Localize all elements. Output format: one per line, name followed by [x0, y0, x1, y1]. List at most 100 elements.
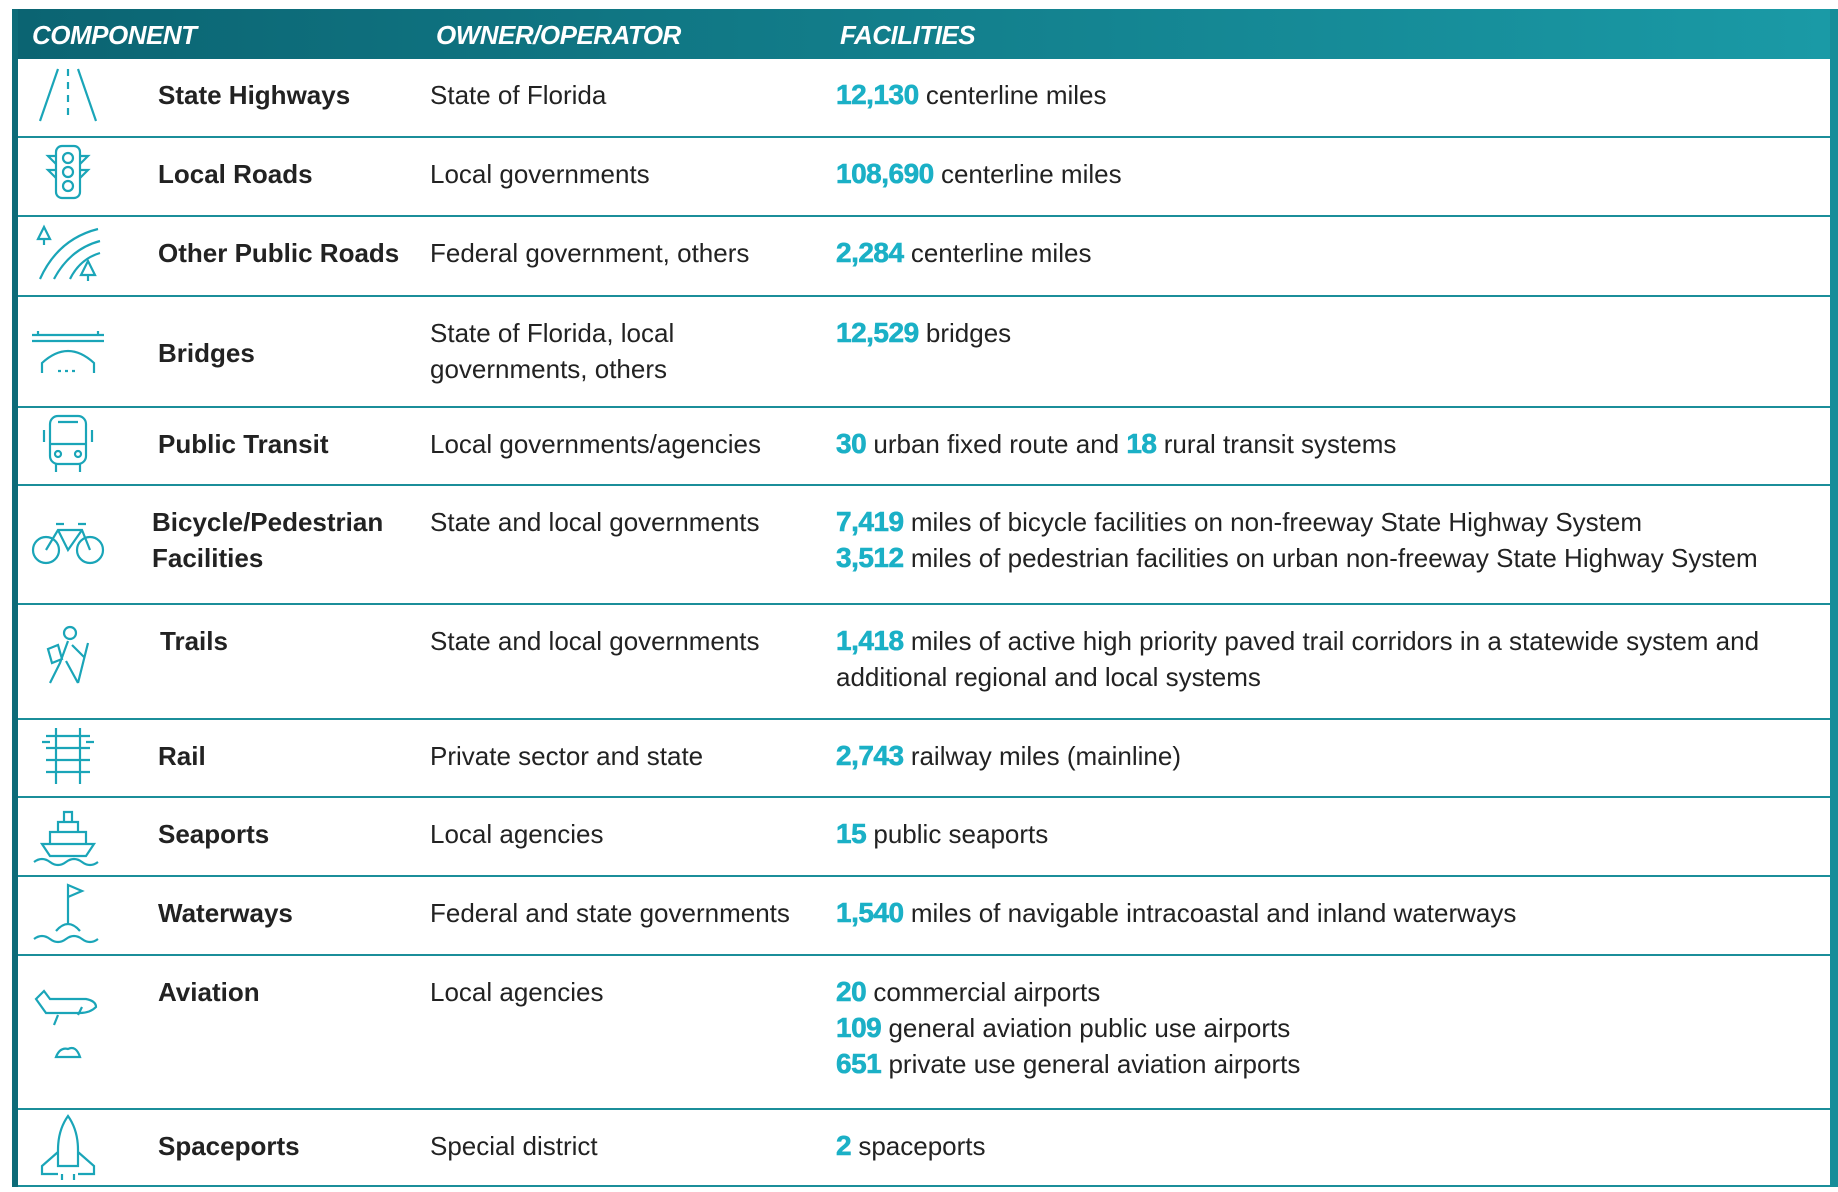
facilities: 15 public seaports [836, 816, 1836, 852]
facility-text: urban fixed route and [873, 429, 1120, 459]
facility-line: 30 urban fixed route and 18 rural transi… [836, 426, 1836, 462]
facility-line: 108,690 centerline miles [836, 156, 1836, 192]
facility-count: 7,419 [836, 506, 905, 538]
facility-text: commercial airports [873, 977, 1101, 1007]
owner-operator: Special district [430, 1131, 598, 1161]
table-row: Trails State and local governments 1,418 m… [18, 605, 1830, 720]
row-icon [42, 728, 94, 784]
facilities: 7,419 miles of bicycle facilities on non… [836, 504, 1836, 576]
facilities: 20 commercial airports 109 general aviati… [836, 974, 1836, 1082]
component-name: Waterways [158, 898, 293, 928]
facilities: 1,540 miles of navigable intracoastal an… [836, 895, 1836, 931]
component-name: Bicycle/Pedestrian Facilities [152, 507, 384, 573]
facility-line: 12,529 bridges [836, 315, 1836, 351]
row-icon [42, 414, 94, 472]
facility-text: bridges [925, 318, 1012, 348]
facility-line: 109 general aviation public use airports [836, 1010, 1836, 1046]
facility-count: 3,512 [836, 542, 905, 574]
facility-text: miles of pedestrian facilities on urban … [910, 543, 1758, 573]
owner-operator: Federal government, others [430, 238, 750, 268]
component-name: Aviation [158, 977, 260, 1007]
facility-text: general aviation public use airports [888, 1013, 1291, 1043]
facility-text: rural transit systems [1163, 429, 1397, 459]
owner-operator: Local governments/agencies [430, 429, 761, 459]
facility-text: miles of navigable intracoastal and inla… [910, 898, 1517, 928]
facility-count: 12,130 [836, 79, 920, 111]
table-row: Local Roads Local governments 108,690 cent… [18, 138, 1830, 217]
facilities: 12,529 bridges [836, 315, 1836, 351]
component-name: Bridges [158, 338, 255, 368]
row-icon [33, 810, 99, 867]
row-icon [33, 883, 99, 944]
facility-text: miles of active high priority paved trai… [836, 626, 1760, 692]
facility-line: 20 commercial airports [836, 974, 1836, 1010]
table-row: State Highways State of Florida 12,130 cen… [18, 59, 1830, 138]
owner-operator: State and local governments [430, 507, 760, 537]
facility-line: 3,512 miles of pedestrian facilities on … [836, 540, 1836, 576]
owner-operator: State of Florida [430, 80, 607, 110]
row-icon [32, 330, 104, 373]
facility-line: 1,540 miles of navigable intracoastal an… [836, 895, 1836, 931]
row-icon [45, 144, 91, 200]
header-cell: FACILITIES [840, 20, 976, 50]
facility-text: centerline miles [925, 80, 1107, 110]
table-row: Rail Private sector and state 2,743 railwa… [18, 720, 1830, 798]
facility-line: 651 private use general aviation airport… [836, 1046, 1836, 1082]
facility-count: 30 [836, 428, 867, 460]
facility-text: public seaports [873, 819, 1049, 849]
facility-count: 2,743 [836, 740, 905, 772]
facility-line: 2,743 railway miles (mainline) [836, 738, 1836, 774]
facility-text: centerline miles [910, 238, 1092, 268]
table-row: Seaports Local agencies 15 public seaports [18, 798, 1830, 877]
facility-text: private use general aviation airports [888, 1049, 1301, 1079]
facility-text: miles of bicycle facilities on non-freew… [910, 507, 1642, 537]
owner-operator: State and local governments [430, 626, 760, 656]
facility-count: 18 [1126, 428, 1157, 460]
facility-count: 20 [836, 976, 867, 1008]
facility-count: 2 [836, 1130, 852, 1162]
facility-line: 2,284 centerline miles [836, 235, 1836, 271]
facility-count: 651 [836, 1048, 882, 1080]
facility-count: 1,418 [836, 625, 905, 657]
facility-count: 109 [836, 1012, 882, 1044]
facility-line: 2 spaceports [836, 1128, 1836, 1164]
facility-text: spaceports [858, 1131, 986, 1161]
row-icon [34, 989, 98, 1059]
facility-count: 108,690 [836, 158, 935, 190]
owner-operator: Private sector and state [430, 741, 704, 771]
table: COMPONENT OWNER/OPERATOR FACILITIES Stat… [12, 9, 1838, 1187]
row-icon [46, 625, 90, 684]
table-row: Bridges State of Florida, local governmen… [18, 297, 1830, 408]
component-name: Trails [160, 626, 228, 656]
facility-line: 1,418 miles of active high priority pave… [836, 623, 1836, 695]
facilities: 2,284 centerline miles [836, 235, 1836, 271]
facility-count: 15 [836, 818, 867, 850]
facilities: 30 urban fixed route and 18 rural transi… [836, 426, 1836, 462]
row-icon [40, 1114, 96, 1180]
table-row: Spaceports Special district 2 spaceports [18, 1110, 1830, 1187]
component-name: Other Public Roads [158, 238, 400, 268]
owner-operator: Local agencies [430, 819, 604, 849]
facility-text: railway miles (mainline) [910, 741, 1181, 771]
component-name: Spaceports [158, 1131, 300, 1161]
row-icon [31, 522, 105, 564]
facility-line: 7,419 miles of bicycle facilities on non… [836, 504, 1836, 540]
facility-line: 15 public seaports [836, 816, 1836, 852]
header-cell: COMPONENT [32, 20, 197, 50]
table-row: Bicycle/Pedestrian Facilities State and l… [18, 486, 1830, 605]
component-name: Local Roads [158, 159, 313, 189]
component-name: State Highways [158, 80, 351, 110]
row-icon [36, 224, 101, 281]
table-header: COMPONENT OWNER/OPERATOR FACILITIES [18, 9, 1830, 59]
facility-count: 12,529 [836, 317, 920, 349]
table-row: Aviation Local agencies 20 commercial airp… [18, 956, 1830, 1110]
facility-line: 12,130 centerline miles [836, 77, 1836, 113]
owner-operator: State of Florida, local governments, oth… [430, 318, 675, 384]
owner-operator: Federal and state governments [430, 898, 790, 928]
table-row: Other Public Roads Federal government, ot… [18, 217, 1830, 297]
facilities: 1,418 miles of active high priority pave… [836, 623, 1836, 695]
facility-count: 1,540 [836, 897, 905, 929]
component-name: Public Transit [158, 429, 329, 459]
facilities: 2 spaceports [836, 1128, 1836, 1164]
